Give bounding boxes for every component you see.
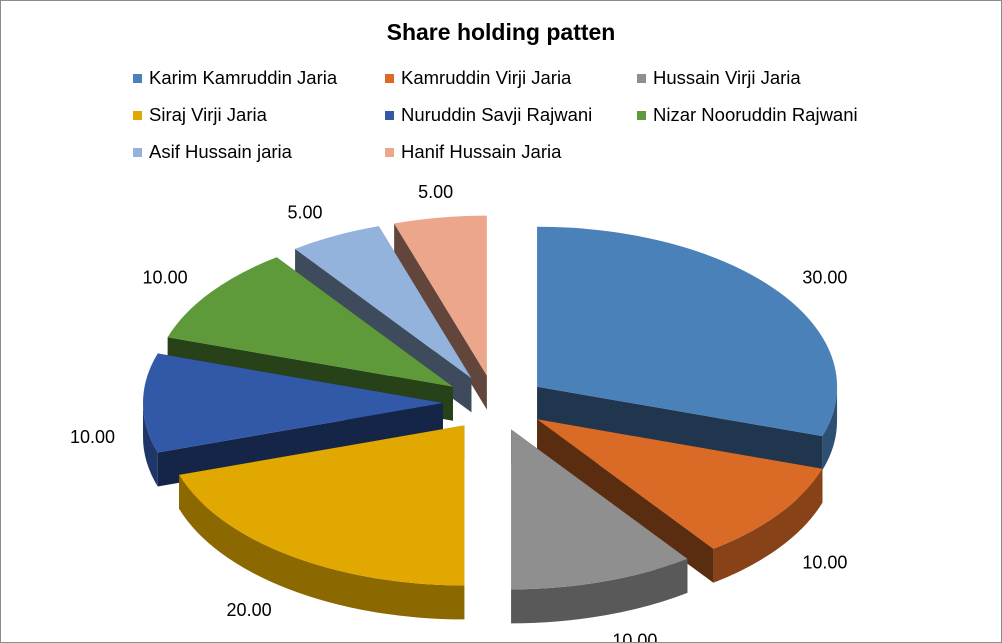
- legend-label: Nizar Nooruddin Rajwani: [653, 104, 858, 125]
- legend-label: Karim Kamruddin Jaria: [149, 67, 338, 88]
- slice-top: [394, 215, 487, 376]
- pie-slice: [537, 419, 823, 583]
- slice-wall: [822, 386, 838, 471]
- legend-item: Hanif Hussain Jaria: [385, 141, 561, 163]
- slice-wall: [511, 558, 688, 624]
- pie-slice: [143, 353, 443, 487]
- slice-top: [179, 425, 465, 586]
- data-label: 30.00: [802, 267, 847, 287]
- legend-swatch: [133, 73, 142, 83]
- data-label: 10.00: [802, 553, 847, 573]
- legend-label: Nuruddin Savji Rajwani: [401, 104, 593, 125]
- data-label: 5.00: [287, 203, 322, 223]
- pie-slice: [394, 215, 487, 410]
- data-label: 10.00: [143, 267, 188, 287]
- legend-item: Nuruddin Savji Rajwani: [385, 104, 592, 126]
- pie-slice: [179, 425, 465, 620]
- legend-swatch: [385, 110, 394, 120]
- data-label: 10.00: [612, 630, 657, 642]
- legend-item: Hussain Virji Jaria: [637, 67, 801, 89]
- slice-top: [295, 226, 472, 379]
- legend-item: Siraj Virji Jaria: [133, 104, 267, 126]
- legend-item: Kamruddin Virji Jaria: [385, 67, 571, 89]
- slice-side: [394, 223, 487, 410]
- legend-swatch: [385, 147, 394, 157]
- legend-swatch: [385, 73, 394, 83]
- data-label: 20.00: [227, 600, 272, 620]
- slice-side: [537, 419, 714, 583]
- slice-wall: [179, 474, 465, 620]
- legend-item: Karim Kamruddin Jaria: [133, 67, 337, 89]
- pie-slice: [537, 226, 838, 471]
- legend-label: Kamruddin Virji Jaria: [401, 67, 572, 88]
- slice-top: [511, 429, 688, 590]
- legend-item: Nizar Nooruddin Rajwani: [637, 104, 858, 126]
- slice-wall: [713, 468, 823, 583]
- legend-label: Hanif Hussain Jaria: [401, 141, 562, 162]
- slice-top: [537, 419, 823, 549]
- legend-swatch: [133, 110, 142, 120]
- data-label: 5.00: [418, 182, 453, 202]
- chart-title: Share holding patten: [386, 19, 616, 45]
- legend-label: Asif Hussain jaria: [149, 141, 292, 162]
- data-label: 10.00: [70, 427, 115, 447]
- legend-swatch: [637, 73, 646, 83]
- slice-top: [143, 353, 443, 453]
- legend-item: Asif Hussain jaria: [133, 141, 292, 163]
- pie-slice: [511, 429, 688, 624]
- legend-label: Siraj Virji Jaria: [149, 104, 267, 125]
- legend-label: Hussain Virji Jaria: [653, 67, 801, 88]
- slice-side: [537, 386, 823, 471]
- legend-swatch: [133, 147, 142, 157]
- slice-top: [167, 257, 453, 387]
- slice-top: [537, 226, 838, 437]
- slice-wall: [143, 403, 158, 487]
- legend-swatch: [637, 110, 646, 120]
